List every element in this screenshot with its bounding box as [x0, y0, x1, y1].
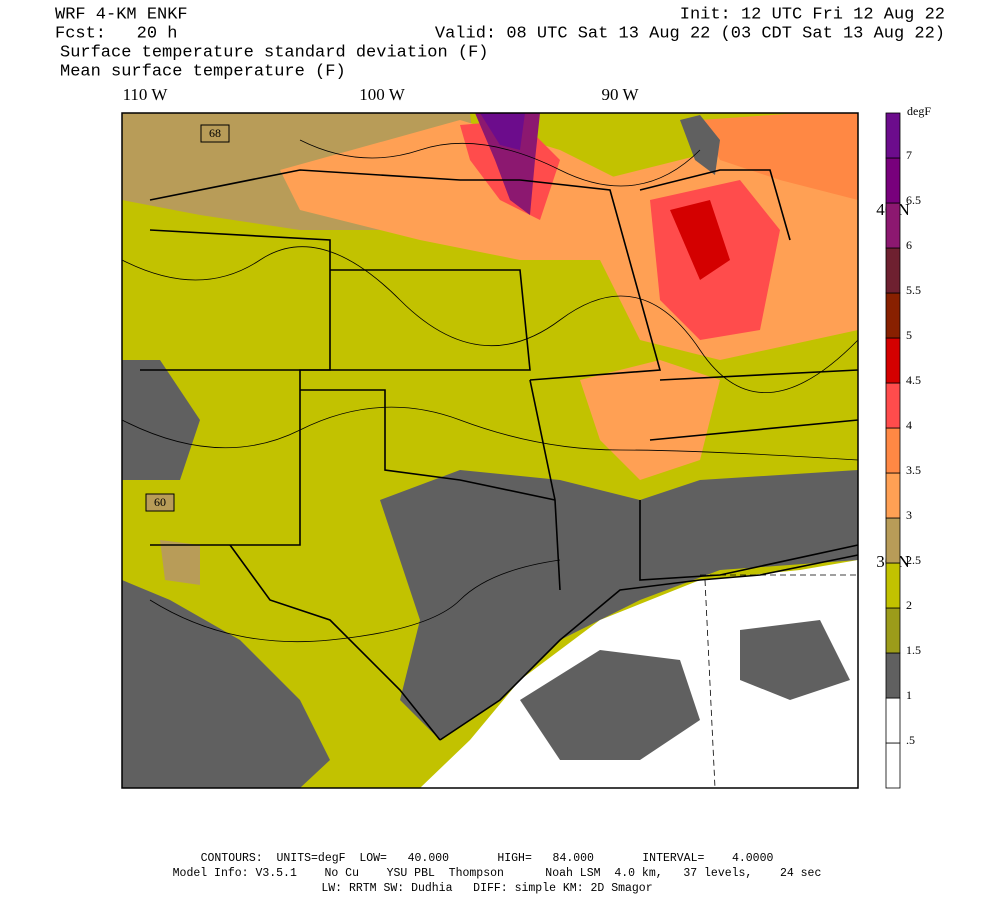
contour-label-box: [145, 493, 175, 512]
colorbar-band: [885, 292, 901, 339]
contour-label: 68: [209, 126, 221, 140]
init-time: Init: 12 UTC Fri 12 Aug 22: [680, 5, 945, 24]
colorbar-label: 7: [906, 148, 912, 162]
colorbar-label: 3.5: [906, 463, 921, 477]
colorbar-label: 5.5: [906, 283, 921, 297]
colorbar-band: [885, 247, 901, 294]
colorbar-label: .5: [906, 733, 915, 747]
longitude-label: 110 W: [123, 85, 169, 104]
colorbar-label: 5: [906, 328, 912, 342]
colorbar-label: 1.5: [906, 643, 921, 657]
colorbar-label: 6: [906, 238, 912, 252]
footer-model-info: Model Info: V3.5.1 No Cu YSU PBL Thompso…: [173, 867, 822, 880]
colorbar-band: [885, 112, 901, 159]
contour-label-box: [200, 124, 230, 143]
colorbar-label: 2.5: [906, 553, 921, 567]
contour-label: 60: [154, 495, 166, 509]
model-title: WRF 4-KM ENKF: [55, 5, 188, 24]
colorbar-band: [885, 337, 901, 384]
longitude-label: 90 W: [602, 85, 640, 104]
colorbar-units: degF: [907, 104, 931, 118]
contour-field: Mean surface temperature (F): [60, 62, 346, 81]
colorbar-band: [885, 472, 901, 519]
map-field: [121, 112, 859, 789]
colorbar-label: 2: [906, 598, 912, 612]
colorbar-band: [885, 517, 901, 564]
shaded-field: Surface temperature standard deviation (…: [60, 43, 488, 62]
colorbar-band: [885, 562, 901, 609]
colorbar-band: [885, 382, 901, 429]
colorbar-band: [885, 697, 901, 744]
colorbar-label: 1: [906, 688, 912, 702]
longitude-label: 100 W: [359, 85, 405, 104]
colorbar-band: [885, 157, 901, 204]
colorbar-label: 4.5: [906, 373, 921, 387]
colorbar: .5 1 1.5 2 2.5 3 3.5 4 4.5 5 5.5 6 6.5 7: [885, 112, 921, 789]
colorbar-label: 6.5: [906, 193, 921, 207]
colorbar-label: 4: [906, 418, 912, 432]
colorbar-band: [885, 427, 901, 474]
forecast-hour: Fcst: 20 h: [55, 24, 177, 43]
colorbar-band: [885, 607, 901, 654]
colorbar-label: 3: [906, 508, 912, 522]
colorbar-band: [885, 202, 901, 249]
footer-physics: LW: RRTM SW: Dudhia DIFF: simple KM: 2D …: [321, 882, 652, 895]
valid-time: Valid: 08 UTC Sat 13 Aug 22 (03 CDT Sat …: [435, 24, 945, 43]
footer-contours: CONTOURS: UNITS=degF LOW= 40.000 HIGH= 8…: [201, 852, 774, 865]
colorbar-band: [885, 742, 901, 789]
colorbar-band: [885, 652, 901, 699]
